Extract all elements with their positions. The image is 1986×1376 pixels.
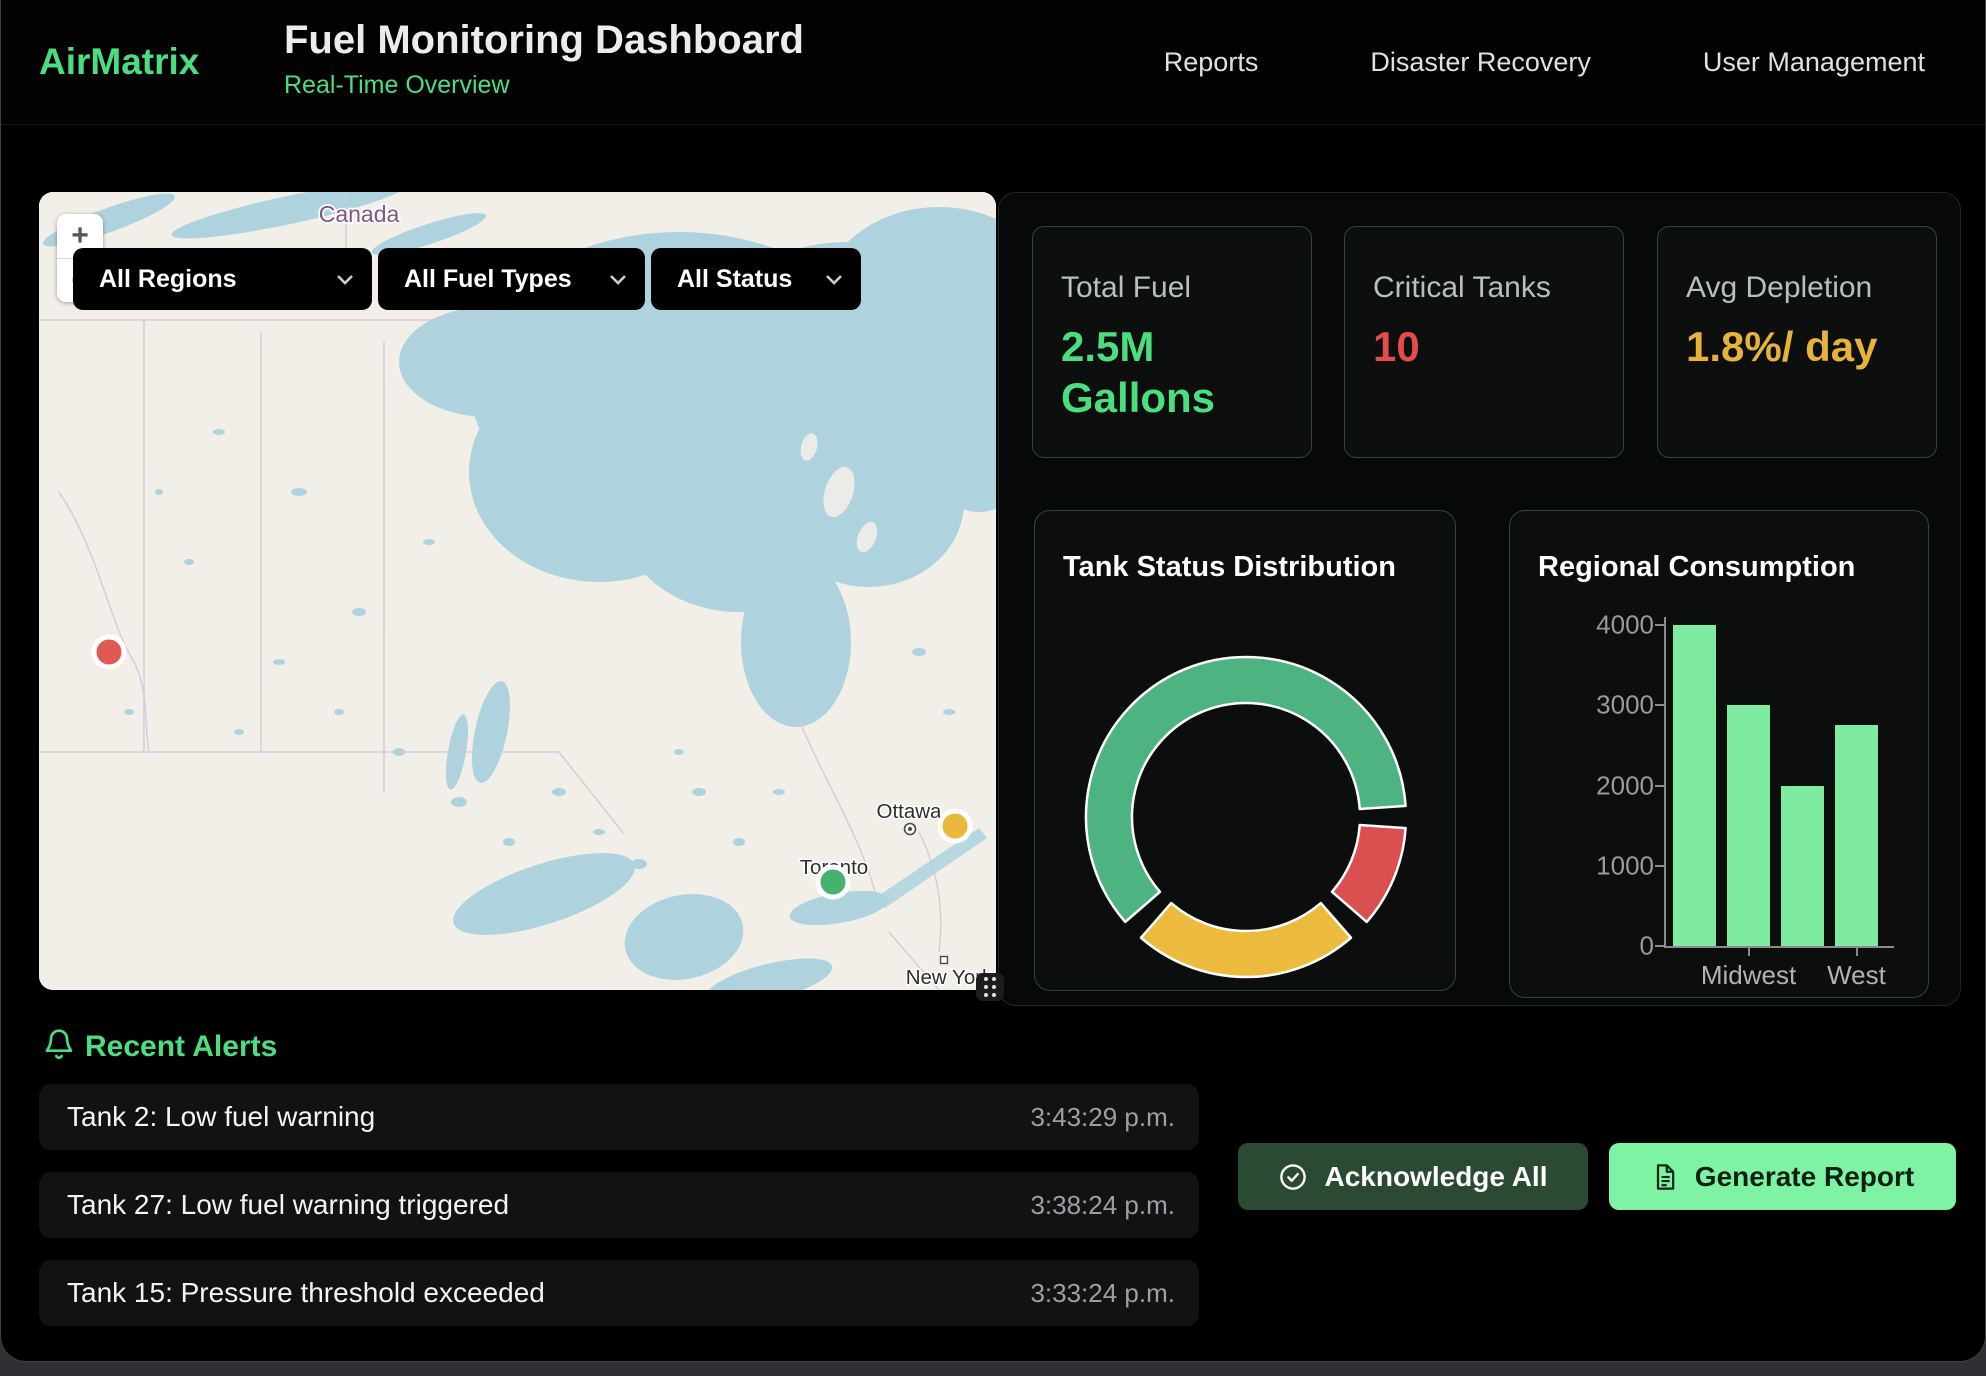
- generate-report-label: Generate Report: [1695, 1161, 1914, 1193]
- tank-status-donut-card: Tank Status Distribution: [1034, 510, 1456, 991]
- app-window: AirMatrix Fuel Monitoring Dashboard Real…: [0, 0, 1986, 1362]
- y-tick-label: 3000: [1574, 690, 1654, 721]
- map-country-label: Canada: [319, 201, 400, 227]
- fuel-type-filter-select[interactable]: All Fuel Types: [378, 248, 645, 310]
- x-tick-label: West: [1792, 960, 1922, 991]
- tank-marker-warning[interactable]: [940, 811, 970, 841]
- y-tick-label: 4000: [1574, 610, 1654, 641]
- map-filter-bar: All Regions All Fuel Types All Status: [73, 248, 861, 310]
- alert-row: Tank 27: Low fuel warning triggered 3:38…: [39, 1172, 1199, 1238]
- donut-chart-title: Tank Status Distribution: [1063, 551, 1396, 584]
- alert-timestamp: 3:43:29 p.m.: [1030, 1102, 1175, 1133]
- page-title-block: Fuel Monitoring Dashboard Real-Time Over…: [284, 18, 804, 100]
- tank-marker-normal[interactable]: [818, 867, 848, 897]
- nav-item-disaster-recovery[interactable]: Disaster Recovery: [1370, 47, 1591, 78]
- alert-timestamp: 3:38:24 p.m.: [1030, 1190, 1175, 1221]
- alert-timestamp: 3:33:24 p.m.: [1030, 1278, 1175, 1309]
- map-panel[interactable]: CanadaOttawaTorontoNew York + − All Regi…: [39, 192, 996, 990]
- chevron-down-icon: [609, 273, 627, 285]
- alert-row: Tank 15: Pressure threshold exceeded 3:3…: [39, 1260, 1199, 1326]
- map-canvas[interactable]: CanadaOttawaTorontoNew York: [39, 192, 996, 990]
- acknowledge-all-button[interactable]: Acknowledge All: [1238, 1143, 1588, 1210]
- chevron-down-icon: [336, 273, 354, 285]
- page-subtitle: Real-Time Overview: [284, 71, 804, 100]
- map-resize-handle[interactable]: [976, 973, 1004, 1001]
- status-filter-value: All Status: [677, 265, 792, 294]
- tank-marker-critical[interactable]: [94, 637, 124, 667]
- fuel-type-filter-value: All Fuel Types: [404, 265, 572, 294]
- stat-label: Critical Tanks: [1373, 271, 1595, 305]
- map-city-label: Ottawa: [877, 800, 943, 823]
- stat-value: 10: [1373, 321, 1578, 372]
- alert-text: Tank 27: Low fuel warning triggered: [67, 1189, 509, 1221]
- regional-consumption-bar-card: Regional Consumption 01000200030004000Mi…: [1509, 510, 1929, 998]
- stat-label: Total Fuel: [1061, 271, 1283, 305]
- stat-card-avg-depletion: Avg Depletion 1.8%/ day: [1657, 226, 1937, 458]
- acknowledge-all-label: Acknowledge All: [1324, 1161, 1547, 1193]
- brand-logo: AirMatrix: [39, 41, 199, 83]
- region-filter-value: All Regions: [99, 265, 237, 294]
- alert-text: Tank 2: Low fuel warning: [67, 1101, 375, 1133]
- report-document-icon: [1651, 1163, 1679, 1191]
- bar-region-1: [1673, 625, 1716, 946]
- bar-West: [1835, 725, 1878, 946]
- y-tick-label: 0: [1574, 931, 1654, 962]
- donut-segment-warning: [1141, 903, 1351, 977]
- bar-region-3: [1781, 786, 1824, 947]
- region-filter-select[interactable]: All Regions: [73, 248, 372, 310]
- stat-card-total-fuel: Total Fuel 2.5M Gallons: [1032, 226, 1312, 458]
- nav-item-user-management[interactable]: User Management: [1703, 47, 1925, 78]
- donut-segment-critical: [1332, 825, 1406, 922]
- nav-item-reports[interactable]: Reports: [1164, 47, 1259, 78]
- header: AirMatrix Fuel Monitoring Dashboard Real…: [1, 0, 1985, 125]
- bell-icon: [43, 1026, 75, 1062]
- bar-Midwest: [1727, 705, 1770, 946]
- y-tick-label: 1000: [1574, 850, 1654, 881]
- bar-chart-title: Regional Consumption: [1538, 551, 1855, 584]
- alert-text: Tank 15: Pressure threshold exceeded: [67, 1277, 545, 1309]
- alert-row: Tank 2: Low fuel warning 3:43:29 p.m.: [39, 1084, 1199, 1150]
- y-tick-label: 2000: [1574, 770, 1654, 801]
- stat-value: 1.8%/ day: [1686, 321, 1891, 372]
- generate-report-button[interactable]: Generate Report: [1609, 1143, 1956, 1210]
- stat-card-critical-tanks: Critical Tanks 10: [1344, 226, 1624, 458]
- check-circle-icon: [1278, 1162, 1308, 1192]
- stat-value: 2.5M Gallons: [1061, 321, 1266, 423]
- status-filter-select[interactable]: All Status: [651, 248, 861, 310]
- page-title: Fuel Monitoring Dashboard: [284, 18, 804, 63]
- stat-label: Avg Depletion: [1686, 271, 1908, 305]
- recent-alerts-title: Recent Alerts: [85, 1030, 277, 1064]
- chevron-down-icon: [825, 273, 843, 285]
- metrics-panel: Total Fuel 2.5M Gallons Critical Tanks 1…: [998, 192, 1961, 1006]
- main-nav: Reports Disaster Recovery User Managemen…: [1164, 0, 1925, 124]
